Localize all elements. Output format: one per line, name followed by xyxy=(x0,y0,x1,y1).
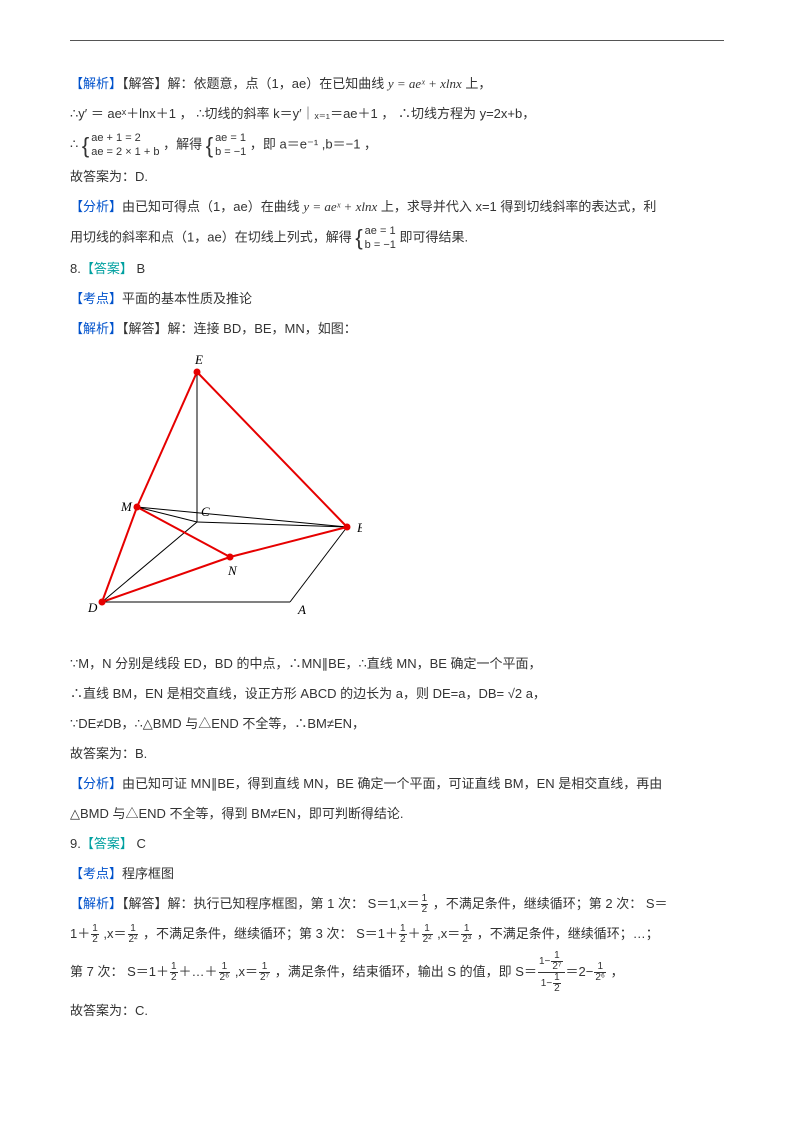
q7-fenxi-1: 【分析】由已知可得点（1，ae）在曲线 y = aeˣ + xlnx 上，求导并… xyxy=(70,194,724,220)
brace-system-1: ae + 1 = 2ae = 2 × 1 + b xyxy=(82,131,160,160)
q8-fenxi-1: 【分析】由已知可证 MN∥BE，得到直线 MN，BE 确定一个平面，可证直线 B… xyxy=(70,771,724,797)
label-jieda: 【解答】 xyxy=(122,76,168,91)
frac: 12⁶ xyxy=(594,962,606,983)
q8-answer-line: 8.【答案】 B xyxy=(70,256,724,282)
svg-text:D: D xyxy=(87,600,98,615)
svg-text:C: C xyxy=(201,504,210,519)
q9-answer-line: 9.【答案】 C xyxy=(70,831,724,857)
q9-kaodian: 【考点】程序框图 xyxy=(70,861,724,887)
q7-jiexi: 【解析】【解答】解：依题意，点（1，ae）在已知曲线 y = aeˣ + xln… xyxy=(70,71,724,97)
q9-line4: 故答案为：C. xyxy=(70,998,724,1024)
label-jieda: 【解答】 xyxy=(122,896,168,911)
svg-text:N: N xyxy=(227,563,238,578)
q8-p1: ∵M，N 分别是线段 ED，BD 的中点，∴MN∥BE，∴直线 MN，BE 确定… xyxy=(70,651,724,677)
q8-kaodian: 【考点】平面的基本性质及推论 xyxy=(70,286,724,312)
q8-jiexi: 【解析】【解答】解：连接 BD，BE，MN，如图： xyxy=(70,316,724,342)
label-fenxi: 【分析】 xyxy=(70,776,122,791)
label-fenxi: 【分析】 xyxy=(70,199,122,214)
geometry-diagram: E M D C N A B xyxy=(82,352,724,631)
svg-text:E: E xyxy=(194,352,203,367)
label-jiexi: 【解析】 xyxy=(70,76,122,91)
frac: 12² xyxy=(422,924,433,945)
brace-system-3: ae = 1b = −1 xyxy=(355,224,396,253)
frac: 12⁷ xyxy=(259,962,270,983)
q8-p2: ∴直线 BM，EN 是相交直线，设正方形 ABCD 的边长为 a，则 DE=a，… xyxy=(70,681,724,707)
label-jieda: 【解答】 xyxy=(122,321,168,336)
q9-line2: 1＋12 ,x＝12² ，不满足条件，继续循环；第 3 次： S＝1＋12＋12… xyxy=(70,921,724,947)
svg-text:M: M xyxy=(120,499,133,514)
q8-p4: 故答案为：B. xyxy=(70,741,724,767)
frac-1-2: 12 xyxy=(421,894,429,915)
label-jiexi: 【解析】 xyxy=(70,896,122,911)
q8-fenxi-2: △BMD 与△END 不全等，得到 BM≠EN，即可判断得结论. xyxy=(70,801,724,827)
header-rule xyxy=(70,40,724,41)
svg-text:A: A xyxy=(297,602,306,617)
frac-nested: 1−12⁷1−12 xyxy=(538,951,565,994)
label-kaodian: 【考点】 xyxy=(70,866,122,881)
brace-system-2: ae = 1b = −1 xyxy=(206,131,247,160)
q7-line3: ∴ ae + 1 = 2ae = 2 × 1 + b ，解得 ae = 1b =… xyxy=(70,131,724,160)
q9-jiexi: 【解析】【解答】解：执行已知程序框图，第 1 次： S＝1,x＝12 ，不满足条… xyxy=(70,891,724,917)
label-daan: 【答案】 xyxy=(81,261,133,276)
q8-p3: ∵DE≠DB，∴△BMD 与△END 不全等，∴BM≠EN， xyxy=(70,711,724,737)
frac: 12² xyxy=(128,924,139,945)
q9-line3: 第 7 次： S＝1＋12＋…＋12⁶ ,x＝12⁷ ，满足条件，结束循环，输出… xyxy=(70,951,724,994)
frac: 12 xyxy=(170,962,178,983)
label-kaodian: 【考点】 xyxy=(70,291,122,306)
label-jiexi: 【解析】 xyxy=(70,321,122,336)
frac: 12 xyxy=(91,924,99,945)
q7-answer: 故答案为：D. xyxy=(70,164,724,190)
label-daan: 【答案】 xyxy=(81,836,133,851)
q7-line2: ∴y′ ＝ aeˣ＋lnx＋1 ， ∴切线的斜率 k＝y′｜ₓ₌₁＝ae＋1 ，… xyxy=(70,101,724,127)
frac: 12³ xyxy=(461,924,472,945)
frac: 12 xyxy=(399,924,407,945)
svg-text:B: B xyxy=(357,520,362,535)
q7-fenxi-2: 用切线的斜率和点（1，ae）在切线上列式，解得 ae = 1b = −1 即可得… xyxy=(70,224,724,253)
frac: 12⁶ xyxy=(219,962,231,983)
